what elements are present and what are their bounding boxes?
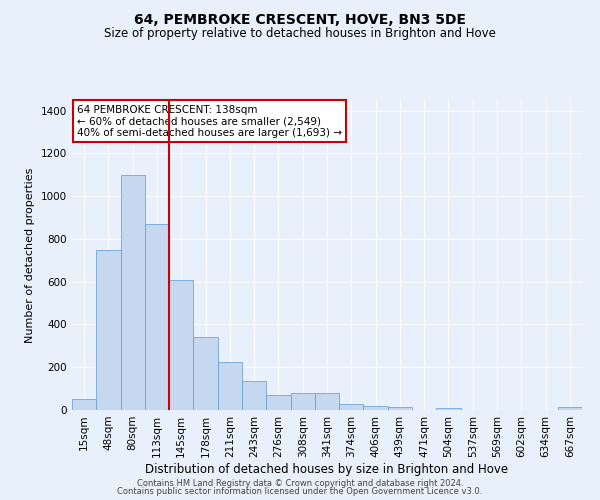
Text: 64 PEMBROKE CRESCENT: 138sqm
← 60% of detached houses are smaller (2,549)
40% of: 64 PEMBROKE CRESCENT: 138sqm ← 60% of de… xyxy=(77,104,342,138)
X-axis label: Distribution of detached houses by size in Brighton and Hove: Distribution of detached houses by size … xyxy=(145,462,509,475)
Bar xyxy=(121,175,145,410)
Bar xyxy=(364,406,388,410)
Bar xyxy=(436,408,461,410)
Bar xyxy=(242,381,266,410)
Text: 64, PEMBROKE CRESCENT, HOVE, BN3 5DE: 64, PEMBROKE CRESCENT, HOVE, BN3 5DE xyxy=(134,12,466,26)
Text: Size of property relative to detached houses in Brighton and Hove: Size of property relative to detached ho… xyxy=(104,28,496,40)
Bar xyxy=(290,393,315,410)
Text: Contains HM Land Registry data © Crown copyright and database right 2024.: Contains HM Land Registry data © Crown c… xyxy=(137,478,463,488)
Y-axis label: Number of detached properties: Number of detached properties xyxy=(25,168,35,342)
Bar xyxy=(193,338,218,410)
Bar xyxy=(72,399,96,410)
Bar xyxy=(558,407,582,410)
Bar xyxy=(339,404,364,410)
Bar xyxy=(388,408,412,410)
Bar xyxy=(145,224,169,410)
Bar xyxy=(218,362,242,410)
Bar xyxy=(169,280,193,410)
Bar xyxy=(96,250,121,410)
Bar xyxy=(266,395,290,410)
Text: Contains public sector information licensed under the Open Government Licence v3: Contains public sector information licen… xyxy=(118,487,482,496)
Bar xyxy=(315,393,339,410)
